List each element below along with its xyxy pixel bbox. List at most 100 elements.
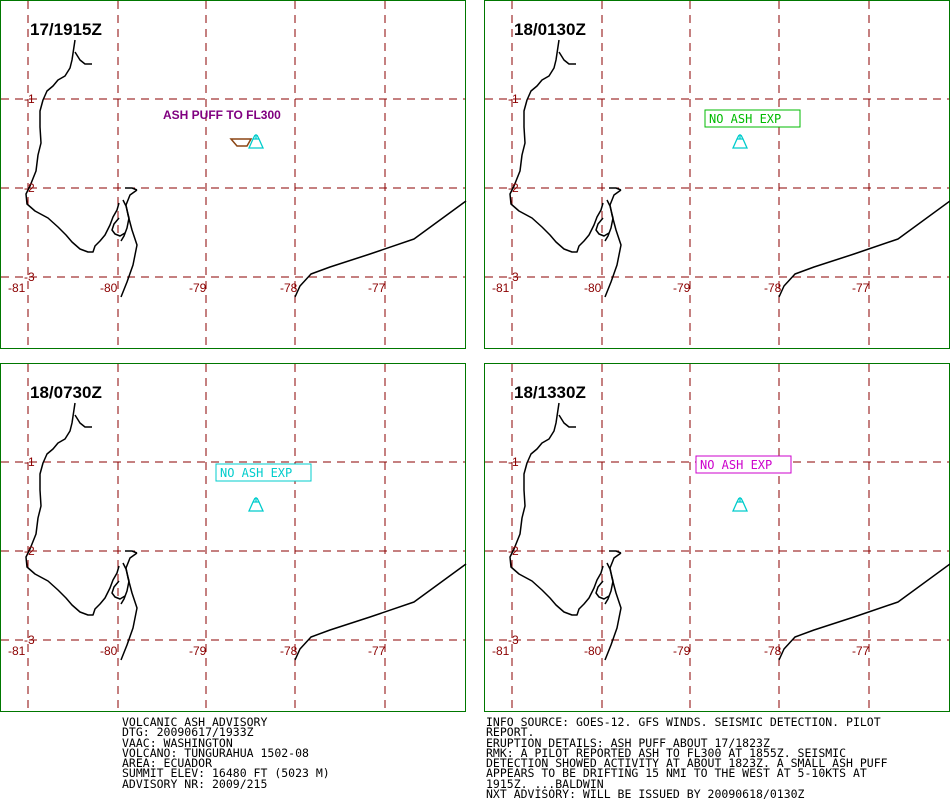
- coastline: [558, 414, 576, 428]
- advisory-line: AREA: ECUADOR: [122, 756, 213, 771]
- panel-time-label: 18/0730Z: [30, 383, 102, 402]
- coastline: [604, 552, 622, 661]
- volcano-icon: [247, 134, 265, 149]
- volcano-icon: [731, 134, 749, 149]
- coastline: [609, 550, 622, 554]
- coastline: [125, 187, 138, 191]
- remarks-line: RMK: A PILOT REPORTED ASH TO FL300 AT 18…: [486, 745, 847, 760]
- map-panel-2: -1 -2 -3-81 -80 -79 -78 -77 18/0130Z NO ASH EXP: [484, 0, 950, 349]
- lon-tick-label: -79: [673, 644, 691, 658]
- advisory-line: VAAC: WASHINGTON: [122, 735, 233, 750]
- lon-tick-label: -79: [189, 281, 207, 295]
- lat-tick-label: -3: [24, 633, 35, 647]
- volcano-icon: [247, 134, 265, 149]
- volcano-icon: [731, 497, 749, 512]
- coastline: [120, 189, 138, 298]
- lon-tick-label: -80: [100, 644, 118, 658]
- lat-tick-label: -1: [24, 455, 35, 469]
- coastline: [74, 51, 92, 65]
- coastline: [294, 200, 467, 298]
- lon-tick-label: -81: [492, 281, 510, 295]
- panel-border: [0, 363, 466, 712]
- remarks-line: REPORT.: [486, 725, 535, 740]
- lon-tick-label: -78: [280, 281, 298, 295]
- advisory-line: VOLCANIC ASH ADVISORY: [122, 715, 268, 729]
- lon-tick-label: -80: [584, 644, 602, 658]
- advisory-line: DTG: 20090617/1933Z: [122, 725, 254, 740]
- coastline: [509, 402, 604, 616]
- forecast-label-box: [695, 455, 792, 474]
- coastline: [595, 580, 610, 600]
- advisory-remarks-text: INFO SOURCE: GOES-12. GFS WINDS. SEISMIC…: [486, 715, 888, 802]
- volcano-icon: [731, 134, 749, 149]
- coastline: [111, 580, 126, 600]
- map-panel-4: -1 -2 -3-81 -80 -79 -78 -77 18/1330Z NO ASH EXP: [484, 363, 950, 712]
- panel-border: [484, 0, 950, 349]
- lat-tick-label: -1: [24, 92, 35, 106]
- panel-time-label: 18/1330Z: [514, 383, 586, 402]
- lon-tick-label: -77: [368, 281, 386, 295]
- lon-tick-label: -78: [280, 644, 298, 658]
- coastline: [294, 563, 467, 661]
- lat-tick-label: -3: [508, 633, 519, 647]
- map-panel-1: -1 -2 -3-81 -80 -79 -78 -77 17/1915Z ASH PUFF TO…: [0, 0, 467, 349]
- lon-tick-label: -80: [584, 281, 602, 295]
- lon-tick-label: -77: [368, 644, 386, 658]
- coastline: [604, 189, 622, 298]
- coastline: [25, 402, 120, 616]
- lon-tick-label: -81: [8, 644, 26, 658]
- volcano-icon: [731, 497, 749, 512]
- lat-tick-label: -2: [508, 181, 519, 195]
- lat-tick-label: -1: [508, 455, 519, 469]
- remarks-line: INFO SOURCE: GOES-12. GFS WINDS. SEISMIC…: [486, 715, 881, 729]
- lat-tick-label: -2: [508, 544, 519, 558]
- lat-tick-label: -3: [24, 270, 35, 284]
- advisory-header-text: VOLCANIC ASH ADVISORY DTG: 20090617/1933Z…: [122, 715, 330, 791]
- advisory-line: ADVISORY NR: 2009/215: [122, 776, 268, 791]
- ash-cloud-polygon: [229, 138, 253, 147]
- advisory-line: VOLCANO: TUNGURAHUA 1502-08: [122, 745, 309, 760]
- lon-tick-label: -78: [764, 281, 782, 295]
- forecast-label-box: [704, 109, 801, 128]
- panel-time-label: 18/0130Z: [514, 20, 586, 39]
- coastline: [778, 563, 950, 661]
- coastline: [74, 414, 92, 428]
- coastline: [778, 200, 950, 298]
- forecast-label: NO ASH EXP: [709, 112, 781, 126]
- forecast-label: ASH PUFF TO FL300: [163, 108, 281, 122]
- forecast-label: NO ASH EXP: [220, 466, 292, 480]
- panel-border: [0, 0, 466, 349]
- lat-tick-label: -2: [24, 544, 35, 558]
- lat-tick-label: -2: [24, 181, 35, 195]
- map-panel-3: -1 -2 -3-81 -80 -79 -78 -77 18/0730Z NO ASH EXP: [0, 363, 467, 712]
- volcano-icon: [247, 497, 265, 512]
- remarks-line: DETECTION SHOWED ACTIVITY AT ABOUT 1823Z…: [486, 756, 888, 771]
- remarks-line: NXT ADVISORY: WILL BE ISSUED BY 20090618…: [486, 787, 805, 802]
- coastline: [509, 39, 604, 253]
- remarks-line: ERUPTION DETAILS: ASH PUFF ABOUT 17/1823…: [486, 735, 770, 750]
- lat-tick-label: -3: [508, 270, 519, 284]
- coastline: [120, 552, 138, 661]
- coastline: [111, 217, 126, 237]
- volcano-icon: [247, 497, 265, 512]
- forecast-label: NO ASH EXP: [700, 458, 772, 472]
- lon-tick-label: -80: [100, 281, 118, 295]
- lon-tick-label: -78: [764, 644, 782, 658]
- remarks-line: 1915Z. ...BALDWIN: [486, 776, 604, 791]
- forecast-label-box: [215, 463, 312, 482]
- advisory-line: SUMMIT ELEV: 16480 FT (5023 M): [122, 766, 330, 781]
- coastline: [558, 51, 576, 65]
- lat-tick-label: -1: [508, 92, 519, 106]
- lon-tick-label: -79: [189, 644, 207, 658]
- coastline: [25, 39, 120, 253]
- remarks-line: APPEARS TO BE DRIFTING 15 NMI TO THE WES…: [486, 766, 867, 781]
- coastline: [609, 187, 622, 191]
- lon-tick-label: -77: [852, 281, 870, 295]
- lon-tick-label: -79: [673, 281, 691, 295]
- lon-tick-label: -81: [492, 644, 510, 658]
- panel-time-label: 17/1915Z: [30, 20, 102, 39]
- coastline: [125, 550, 138, 554]
- panel-border: [484, 363, 950, 712]
- lon-tick-label: -81: [8, 281, 26, 295]
- coastline: [595, 217, 610, 237]
